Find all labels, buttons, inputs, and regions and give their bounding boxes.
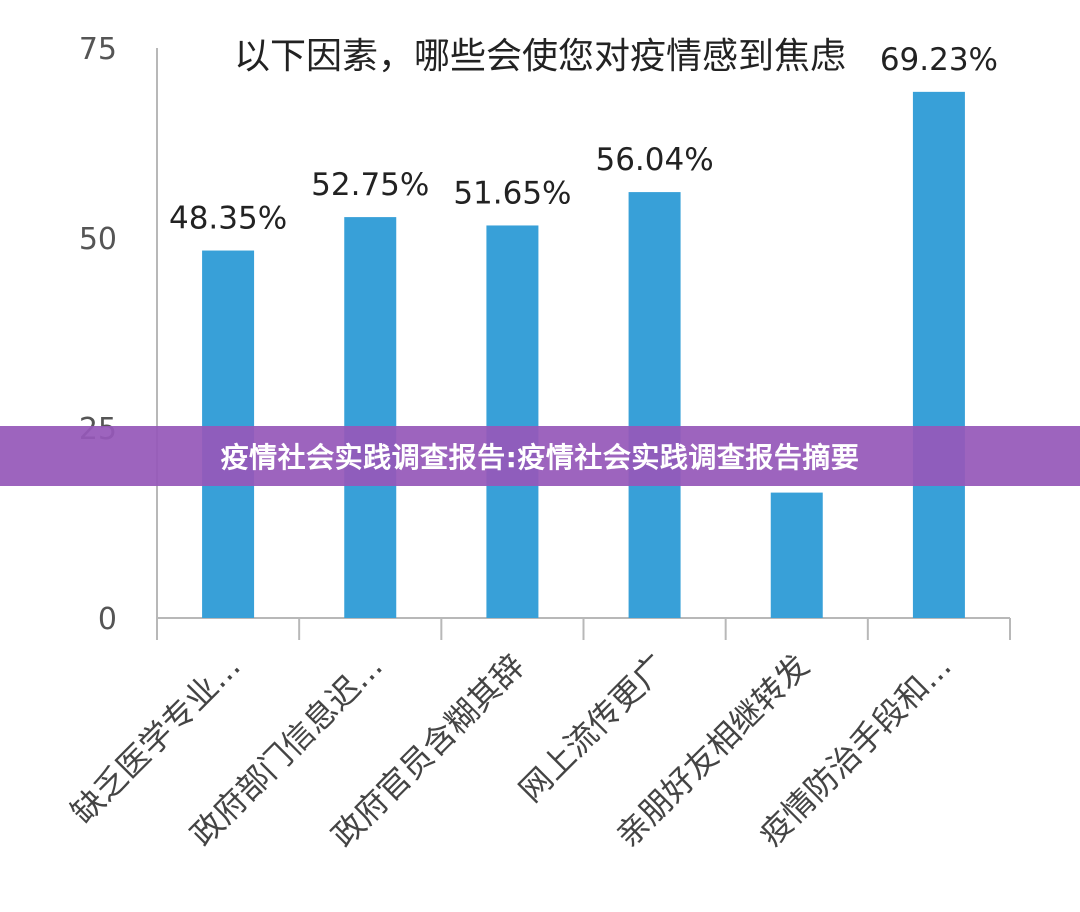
bar — [628, 192, 681, 618]
data-label: 56.04% — [595, 142, 713, 178]
data-label: 52.75% — [311, 167, 429, 203]
data-label: 51.65% — [453, 175, 571, 211]
bar — [344, 217, 397, 618]
y-tick-label: 50 — [79, 222, 117, 257]
data-label: 69.23% — [880, 42, 998, 78]
y-tick-label: 75 — [79, 32, 117, 67]
data-label: 48.35% — [169, 201, 287, 237]
y-tick-label: 0 — [98, 602, 117, 637]
bar — [912, 91, 965, 619]
title-banner: 疫情社会实践调查报告:疫情社会实践调查报告摘要 — [0, 426, 1080, 486]
chart-title: 以下因素，哪些会使您对疫情感到焦虑 — [234, 36, 846, 77]
bars — [202, 91, 965, 619]
bar — [486, 225, 539, 618]
category-label: 网上流传更广 — [512, 647, 675, 810]
banner-title: 疫情社会实践调查报告:疫情社会实践调查报告摘要 — [220, 441, 860, 474]
bar — [770, 492, 823, 618]
